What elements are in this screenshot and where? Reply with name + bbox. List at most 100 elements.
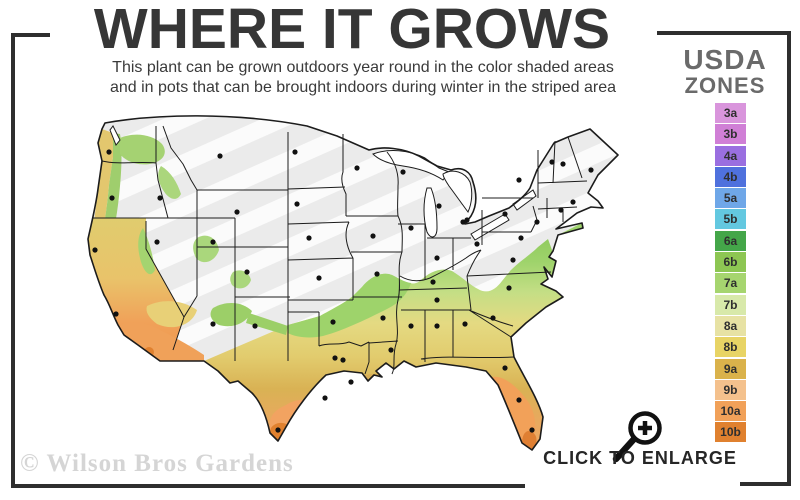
lake-michigan: [423, 187, 438, 238]
city-dot: [502, 211, 508, 217]
zone-swatch-4b: 4b: [715, 166, 746, 187]
city-dot: [306, 235, 312, 241]
city-dot: [380, 315, 386, 321]
city-dot: [408, 225, 414, 231]
city-dot: [502, 365, 508, 371]
legend-title-zones: ZONES: [684, 73, 766, 98]
zone-swatch-9b: 9b: [715, 379, 746, 400]
city-dot: [408, 323, 414, 329]
city-dot: [400, 169, 406, 175]
city-dot: [506, 285, 512, 291]
frame-left-border: [11, 33, 15, 488]
city-dot: [434, 297, 440, 303]
city-dot: [374, 271, 380, 277]
city-dot: [549, 159, 555, 165]
zone-swatch-9a: 9a: [715, 358, 746, 379]
city-dot: [322, 395, 328, 401]
frame-bottom-left-segment: [11, 484, 525, 488]
city-dot: [510, 257, 516, 263]
city-dot: [534, 219, 540, 225]
city-dot: [460, 219, 466, 225]
zone-swatch-8a: 8a: [715, 315, 746, 336]
city-dot: [294, 201, 300, 207]
city-dot: [330, 319, 336, 325]
city-dot: [529, 427, 535, 433]
city-dot: [354, 165, 360, 171]
zone-swatch-5b: 5b: [715, 209, 746, 230]
legend-title: USDA ZONES: [662, 46, 788, 98]
zone-swatch-5a: 5a: [715, 188, 746, 209]
city-dot: [106, 149, 112, 155]
watermark: © Wilson Bros Gardens: [20, 450, 294, 477]
state-borders: [93, 125, 588, 375]
city-dot: [332, 355, 338, 361]
city-dot: [244, 269, 250, 275]
page-title: WHERE IT GROWS: [93, 0, 611, 61]
city-dot: [518, 235, 524, 241]
subtitle: This plant can be grown outdoors year ro…: [60, 58, 666, 98]
zone-swatch-3a: 3a: [715, 103, 746, 123]
desert-orange-region: [118, 322, 204, 361]
city-dot: [234, 209, 240, 215]
frame-top-left-segment: [11, 33, 50, 37]
city-dot: [292, 149, 298, 155]
city-dot: [210, 239, 216, 245]
city-dot: [436, 203, 442, 209]
city-dot: [348, 379, 354, 385]
city-dot: [113, 311, 119, 317]
frame-bottom-right-segment: [740, 482, 791, 486]
zone-swatch-4a: 4a: [715, 145, 746, 166]
lake-huron: [442, 170, 473, 213]
click-to-enlarge-button[interactable]: CLICK TO ENLARGE: [543, 448, 737, 468]
city-dot: [490, 315, 496, 321]
city-dot: [316, 275, 322, 281]
magnifier-plus-icon[interactable]: [608, 402, 666, 466]
city-dot: [252, 323, 258, 329]
city-dot: [388, 347, 394, 353]
subtitle-line-1: This plant can be grown outdoors year ro…: [112, 59, 614, 76]
great-lakes: [109, 125, 537, 241]
city-dot: [157, 195, 163, 201]
zone-swatch-7a: 7a: [715, 273, 746, 294]
zone-swatch-6b: 6b: [715, 252, 746, 273]
city-dot: [474, 241, 480, 247]
frame-right-border: [787, 31, 791, 486]
city-dot: [217, 153, 223, 159]
city-dot: [275, 427, 281, 433]
usda-zone-map[interactable]: [85, 110, 665, 475]
city-dot: [92, 247, 98, 253]
zone-swatch-8b: 8b: [715, 337, 746, 358]
subtitle-line-2: and in pots that can be brought indoors …: [109, 79, 617, 96]
usda-zone-legend: 3a 3b 4a 4b 5a 5b 6a 6b 7a 7b 8a 8b 9a 9b 10a 10b: [715, 103, 746, 444]
city-dot: [462, 321, 468, 327]
zone-swatch-7b: 7b: [715, 294, 746, 315]
city-dot: [340, 357, 346, 363]
city-dot: [430, 279, 436, 285]
color-shaded-grow-area: [204, 239, 563, 450]
city-dot: [516, 177, 522, 183]
city-dot: [560, 161, 566, 167]
legend-title-usda: USDA: [683, 44, 767, 75]
city-dot: [434, 255, 440, 261]
zone-swatch-3b: 3b: [715, 124, 746, 145]
city-dot: [464, 217, 470, 223]
lake-ontario: [512, 189, 537, 211]
zone-swatch-6a: 6a: [715, 230, 746, 251]
city-dot: [109, 195, 115, 201]
lake-erie: [470, 213, 510, 241]
frame-top-right-segment: [657, 31, 791, 35]
city-dots: [92, 149, 594, 433]
city-dot: [154, 239, 160, 245]
city-dot: [210, 321, 216, 327]
zone-swatch-10a: 10a: [715, 401, 746, 422]
city-dot: [570, 199, 576, 205]
zone-swatch-10b: 10b: [715, 422, 746, 443]
lake-superior: [372, 150, 450, 181]
us-outline: [87, 115, 619, 451]
city-dot: [588, 167, 594, 173]
city-dot: [558, 207, 564, 213]
city-dot: [434, 323, 440, 329]
city-dot: [370, 233, 376, 239]
city-dot: [516, 397, 522, 403]
